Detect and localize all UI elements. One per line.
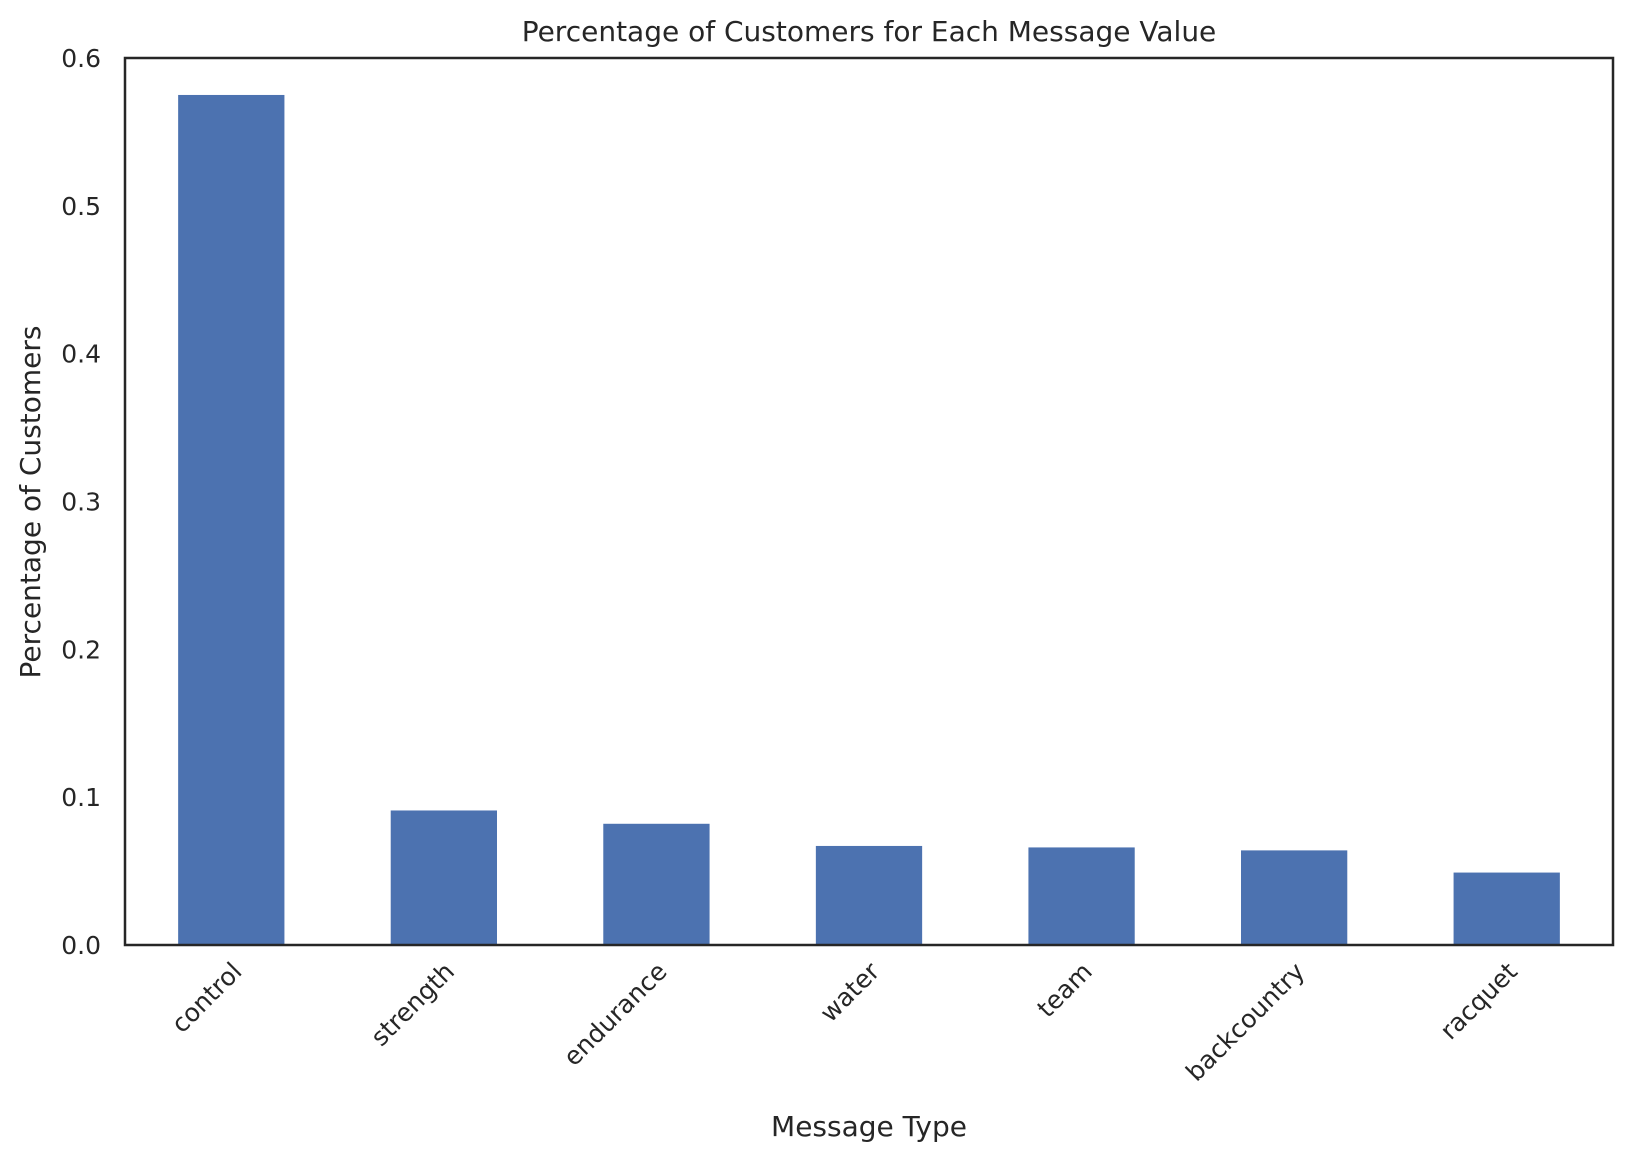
- bar-strength: [390, 810, 497, 945]
- bars-group: [178, 94, 1560, 946]
- bar-backcountry: [1241, 850, 1348, 945]
- x-ticks-group: control strength endurance water team backcou…: [166, 956, 1523, 1087]
- bar-control: [178, 94, 285, 946]
- y-tick-label: 0.3: [61, 488, 101, 517]
- y-tick-label: 0.6: [61, 44, 101, 73]
- x-tick-label: racquet: [1434, 957, 1523, 1046]
- plot-frame: [123, 56, 1615, 947]
- y-tick-label: 0.2: [61, 635, 101, 664]
- x-tick-label: water: [814, 956, 885, 1027]
- y-ticks-group: 0.0 0.1 0.2 0.3 0.4 0.5 0.6: [61, 44, 101, 960]
- bar-water: [815, 845, 923, 945]
- y-tick-label: 0.1: [61, 783, 101, 812]
- chart-title: Percentage of Customers for Each Message…: [522, 15, 1217, 48]
- x-tick-label: backcountry: [1180, 957, 1310, 1087]
- y-axis-label: Percentage of Customers: [14, 326, 47, 679]
- y-tick-label: 0.4: [61, 340, 101, 369]
- x-tick-label: team: [1031, 957, 1097, 1023]
- bar-endurance: [603, 823, 710, 945]
- bar-team: [1028, 847, 1135, 945]
- y-tick-label: 0.0: [61, 931, 101, 960]
- y-tick-label: 0.5: [61, 192, 101, 221]
- x-axis-label: Message Type: [771, 1110, 967, 1143]
- x-tick-label: control: [166, 957, 248, 1039]
- x-tick-label: endurance: [558, 957, 673, 1072]
- bar-racquet: [1453, 872, 1560, 945]
- x-tick-label: strength: [365, 957, 460, 1052]
